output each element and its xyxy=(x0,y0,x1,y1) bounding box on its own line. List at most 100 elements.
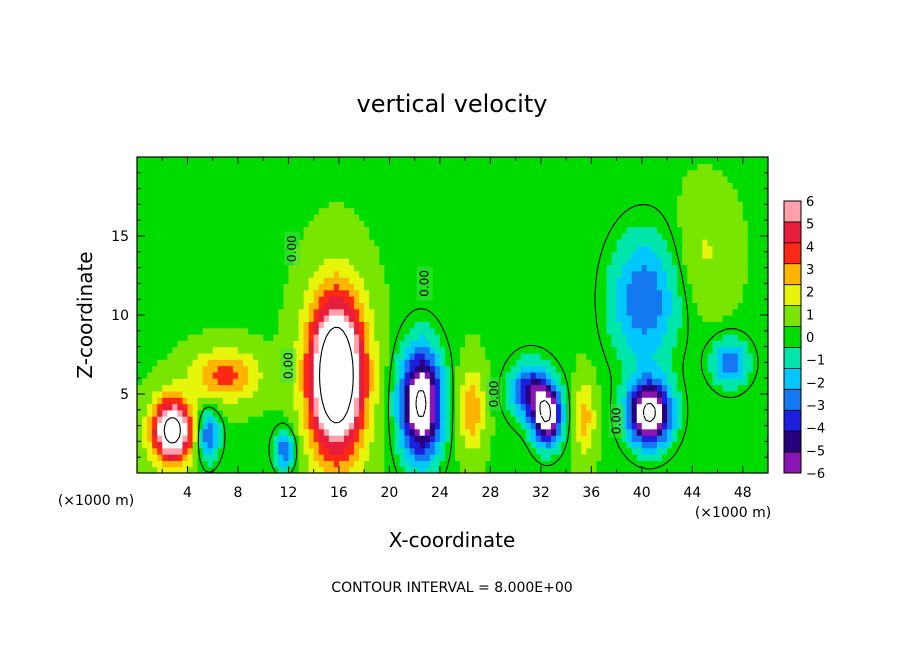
field-cell xyxy=(237,264,244,272)
field-cell xyxy=(530,321,537,329)
field-cell xyxy=(273,258,279,266)
field-cell xyxy=(444,226,451,234)
field-cell xyxy=(197,365,204,373)
field-cell xyxy=(697,403,703,411)
field-cell xyxy=(268,296,274,303)
field-cell xyxy=(379,466,385,473)
field-cell xyxy=(137,289,143,297)
field-cell xyxy=(732,251,739,259)
field-cell xyxy=(490,226,497,234)
field-cell xyxy=(243,397,249,405)
field-cell xyxy=(561,283,567,291)
field-cell xyxy=(409,441,416,449)
field-cell xyxy=(318,352,325,360)
field-cell xyxy=(328,397,335,405)
field-cell xyxy=(470,390,476,398)
field-cell xyxy=(449,333,456,341)
field-cell xyxy=(384,239,390,247)
field-cell xyxy=(227,352,234,360)
field-cell xyxy=(369,308,375,316)
field-cell xyxy=(187,454,194,461)
field-cell xyxy=(692,435,698,442)
field-cell xyxy=(419,226,426,234)
field-cell xyxy=(399,327,406,335)
field-cell xyxy=(682,232,688,240)
field-cell xyxy=(434,321,441,329)
field-cell xyxy=(682,422,688,430)
field-cell xyxy=(278,454,284,461)
field-cell xyxy=(687,428,693,436)
field-cell xyxy=(591,422,597,430)
field-cell xyxy=(147,397,153,405)
field-cell xyxy=(343,441,350,449)
field-cell xyxy=(217,384,224,392)
field-cell xyxy=(313,264,320,272)
field-cell xyxy=(338,378,345,386)
field-cell xyxy=(449,226,456,234)
field-cell xyxy=(530,352,537,360)
field-cell xyxy=(727,359,734,367)
field-cell xyxy=(737,416,744,424)
field-cell xyxy=(293,403,300,411)
field-cell xyxy=(626,289,633,297)
field-cell xyxy=(757,409,764,417)
field-cell xyxy=(631,365,638,373)
field-cell xyxy=(237,460,244,468)
field-cell xyxy=(328,352,335,360)
field-cell xyxy=(677,270,683,278)
field-cell xyxy=(237,315,244,322)
field-cell xyxy=(182,245,189,253)
field-cell xyxy=(212,289,219,297)
field-cell xyxy=(631,340,638,348)
field-cell xyxy=(732,416,739,424)
field-cell xyxy=(374,384,380,392)
field-cell xyxy=(343,397,350,405)
field-cell xyxy=(323,441,330,449)
field-cell xyxy=(137,245,143,253)
field-cell xyxy=(677,251,683,259)
field-cell xyxy=(293,422,300,430)
field-cell xyxy=(142,447,148,455)
field-cell xyxy=(192,460,199,468)
field-cell xyxy=(611,435,618,442)
field-cell xyxy=(303,428,310,436)
field-cell xyxy=(444,333,451,341)
field-cell xyxy=(409,258,416,266)
field-cell xyxy=(742,454,749,461)
field-cell xyxy=(480,416,486,424)
field-cell xyxy=(500,289,507,297)
field-cell xyxy=(409,378,416,386)
field-cell xyxy=(293,390,300,398)
field-cell xyxy=(485,428,491,436)
field-cell xyxy=(162,447,168,455)
field-cell xyxy=(283,447,290,455)
field-cell xyxy=(601,289,608,297)
field-cell xyxy=(707,296,714,303)
field-cell xyxy=(651,454,658,461)
field-cell xyxy=(515,435,522,442)
field-cell xyxy=(581,460,587,468)
field-cell xyxy=(515,251,522,259)
field-cell xyxy=(217,390,224,398)
field-cell xyxy=(475,378,481,386)
field-cell xyxy=(520,346,527,354)
field-cell xyxy=(672,428,678,436)
field-cell xyxy=(495,308,502,316)
field-cell xyxy=(687,397,693,405)
field-cell xyxy=(429,460,436,468)
field-cell xyxy=(490,277,497,284)
field-cell xyxy=(611,232,618,240)
field-cell xyxy=(232,296,239,303)
field-cell xyxy=(495,359,502,367)
field-cell xyxy=(268,384,274,392)
field-cell xyxy=(359,270,365,278)
field-cell xyxy=(349,403,355,411)
field-cell xyxy=(677,371,683,379)
field-cell xyxy=(177,258,184,266)
field-cell xyxy=(308,371,315,379)
field-cell xyxy=(354,352,360,360)
field-cell xyxy=(525,264,532,272)
field-cell xyxy=(561,321,567,329)
field-cell xyxy=(722,296,729,303)
field-cell xyxy=(278,232,284,240)
